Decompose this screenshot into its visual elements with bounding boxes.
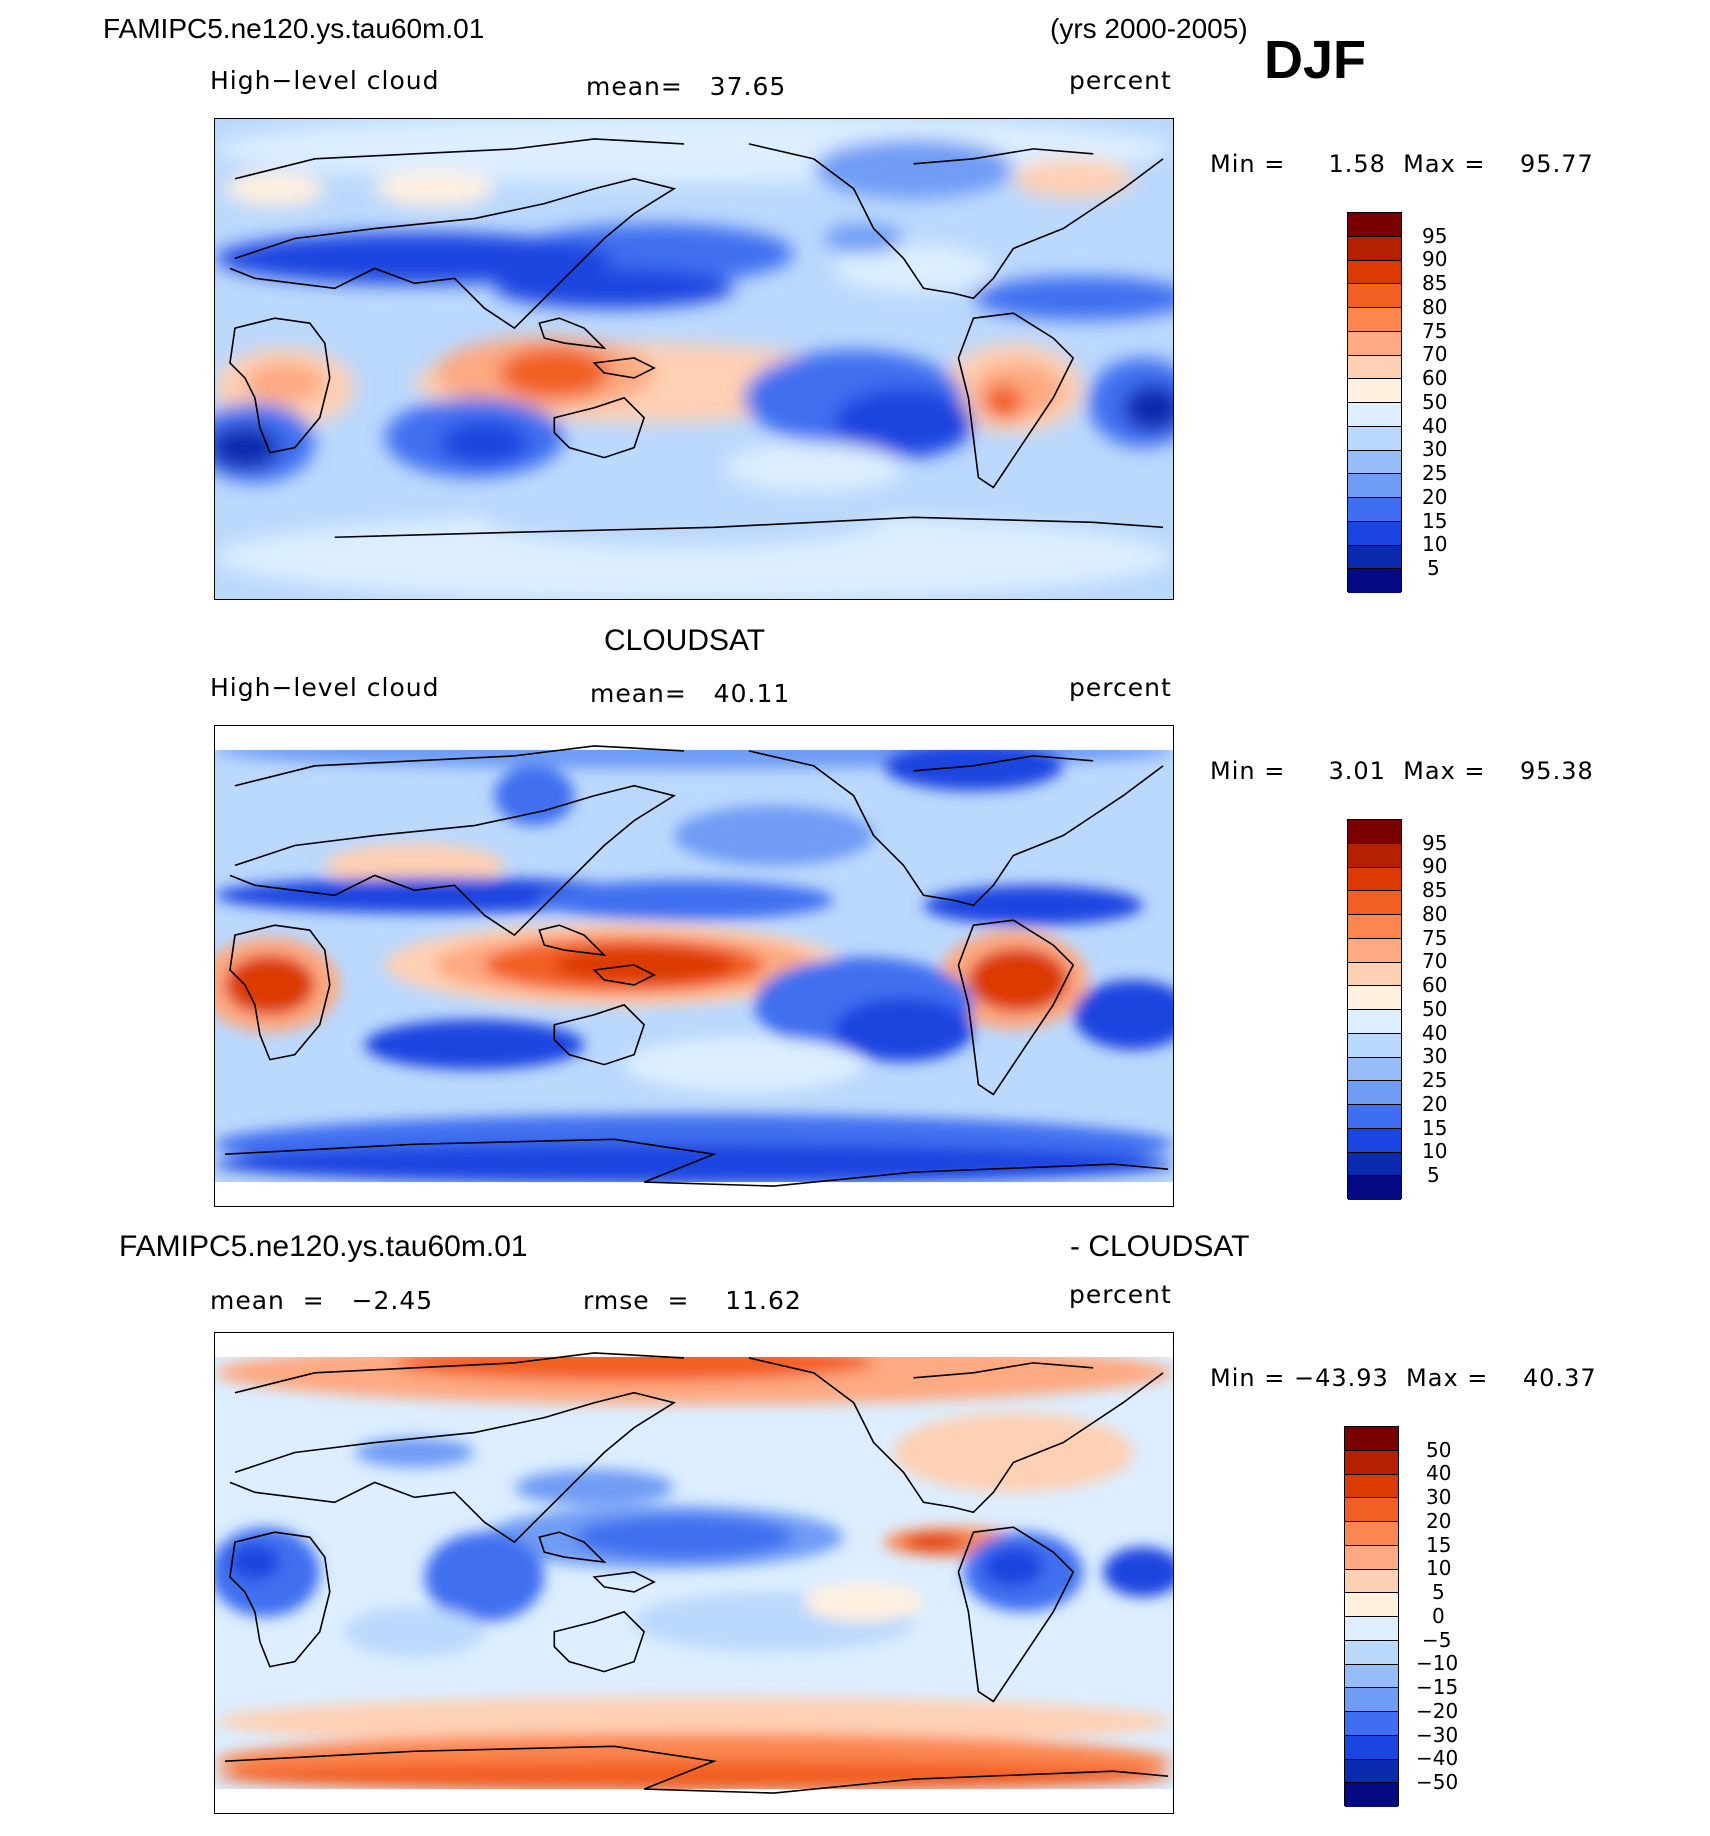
panel2-legend-label: 30 bbox=[1422, 1044, 1448, 1068]
panel3-legend-label: 10 bbox=[1426, 1556, 1452, 1580]
panel1-legend-label: 25 bbox=[1422, 461, 1448, 485]
panel3-legend-label: 5 bbox=[1432, 1580, 1445, 1604]
panel1-legend-label: 5 bbox=[1427, 556, 1440, 580]
panel2-legend-label: 15 bbox=[1422, 1116, 1448, 1140]
panel1-legend-label: 20 bbox=[1422, 485, 1448, 509]
panel1-legend-label: 10 bbox=[1422, 532, 1448, 556]
panel1-units-label: percent bbox=[1069, 66, 1172, 95]
panel2-legend-label: 10 bbox=[1422, 1139, 1448, 1163]
panel1-mean-label: mean= 37.65 bbox=[586, 72, 787, 101]
panel2-legend-label: 40 bbox=[1422, 1021, 1448, 1045]
panel3-legend-label: −10 bbox=[1416, 1651, 1459, 1675]
panel1-legend-label: 15 bbox=[1422, 509, 1448, 533]
season-label: DJF bbox=[1264, 30, 1367, 90]
panel2-minmax-label: Min = 3.01 Max = 95.38 bbox=[1210, 757, 1594, 785]
panel3-colorbar bbox=[1344, 1426, 1399, 1807]
panel3-legend-label: −40 bbox=[1416, 1746, 1459, 1770]
panel3-legend-label: 30 bbox=[1426, 1485, 1452, 1509]
panel3-title-right: - CLOUDSAT bbox=[1070, 1230, 1250, 1263]
panel2-units-label: percent bbox=[1069, 673, 1172, 702]
panel3-rmse-label: rmse = 11.62 bbox=[583, 1286, 802, 1315]
panel1-legend-label: 90 bbox=[1422, 247, 1448, 271]
panel3-legend-label: −5 bbox=[1422, 1628, 1452, 1652]
panel3-map bbox=[214, 1332, 1174, 1814]
panel3-title-left: FAMIPC5.ne120.ys.tau60m.01 bbox=[119, 1230, 528, 1263]
panel3-minmax-label: Min = −43.93 Max = 40.37 bbox=[1210, 1364, 1597, 1392]
panel1-map bbox=[214, 118, 1174, 600]
panel1-legend-label: 60 bbox=[1422, 366, 1448, 390]
years-label: (yrs 2000-2005) bbox=[1050, 13, 1248, 44]
panel2-legend-label: 50 bbox=[1422, 997, 1448, 1021]
panel2-legend-label: 80 bbox=[1422, 902, 1448, 926]
panel2-variable-label: High−level cloud bbox=[210, 673, 440, 702]
case-name-title: FAMIPC5.ne120.ys.tau60m.01 bbox=[103, 13, 485, 44]
panel1-legend-label: 95 bbox=[1422, 224, 1448, 248]
panel3-legend-label: −20 bbox=[1416, 1699, 1459, 1723]
panel2-mean-label: mean= 40.11 bbox=[590, 679, 791, 708]
panel1-legend-label: 30 bbox=[1422, 437, 1448, 461]
panel3-legend-label: −50 bbox=[1416, 1770, 1459, 1794]
panel3-mean-label: mean = −2.45 bbox=[210, 1286, 434, 1315]
panel1-minmax-label: Min = 1.58 Max = 95.77 bbox=[1210, 150, 1594, 178]
panel1-legend-label: 75 bbox=[1422, 319, 1448, 343]
panel2-legend-label: 85 bbox=[1422, 878, 1448, 902]
panel1-legend-label: 40 bbox=[1422, 414, 1448, 438]
panel2-legend-label: 25 bbox=[1422, 1068, 1448, 1092]
panel2-colorbar bbox=[1347, 819, 1402, 1200]
panel2-legend-label: 90 bbox=[1422, 854, 1448, 878]
panel1-legend-label: 70 bbox=[1422, 342, 1448, 366]
panel2-legend-label: 5 bbox=[1427, 1163, 1440, 1187]
panel1-legend-label: 50 bbox=[1422, 390, 1448, 414]
panel1-variable-label: High−level cloud bbox=[210, 66, 440, 95]
panel2-legend-label: 60 bbox=[1422, 973, 1448, 997]
panel3-units-label: percent bbox=[1069, 1280, 1172, 1309]
panel2-legend-label: 20 bbox=[1422, 1092, 1448, 1116]
panel2-map bbox=[214, 725, 1174, 1207]
panel3-legend-label: 0 bbox=[1432, 1604, 1445, 1628]
panel3-legend-label: 50 bbox=[1426, 1438, 1452, 1462]
panel3-legend-label: 15 bbox=[1426, 1533, 1452, 1557]
panel2-legend-label: 95 bbox=[1422, 831, 1448, 855]
panel1-colorbar bbox=[1347, 212, 1402, 593]
panel2-legend-label: 75 bbox=[1422, 926, 1448, 950]
panel3-legend-label: 40 bbox=[1426, 1461, 1452, 1485]
panel2-legend-label: 70 bbox=[1422, 949, 1448, 973]
panel2-title: CLOUDSAT bbox=[604, 624, 766, 657]
panel3-legend-label: −15 bbox=[1416, 1675, 1459, 1699]
panel1-legend-label: 85 bbox=[1422, 271, 1448, 295]
panel1-legend-label: 80 bbox=[1422, 295, 1448, 319]
panel3-legend-label: 20 bbox=[1426, 1509, 1452, 1533]
panel3-legend-label: −30 bbox=[1416, 1723, 1459, 1747]
